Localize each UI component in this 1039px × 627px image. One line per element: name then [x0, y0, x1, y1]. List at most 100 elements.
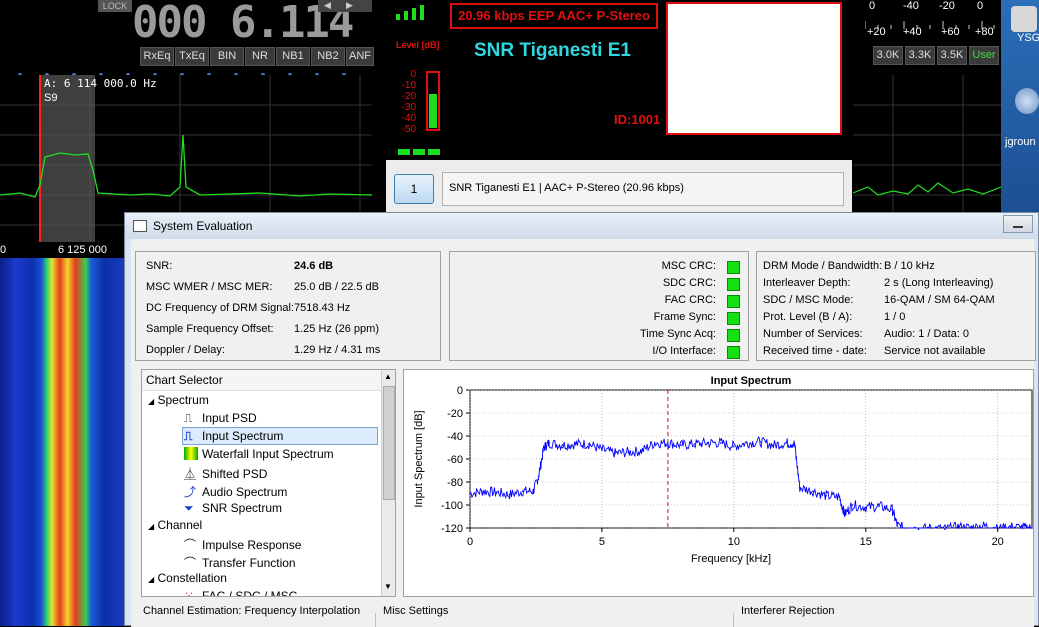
- tree-group-label: Spectrum: [157, 393, 209, 407]
- desktop-shortcut-icon[interactable]: [1011, 6, 1037, 32]
- right-panadapter[interactable]: [852, 75, 1002, 212]
- vfo-frequency-display[interactable]: 000 6.114 .000.: [132, 0, 354, 46]
- tree-item-impulse-response[interactable]: ⌒ Impulse Response: [184, 536, 301, 553]
- tree-item-snr-spectrum[interactable]: ⏷ SNR Spectrum: [184, 501, 282, 516]
- spectrum-data-point: [640, 450, 643, 452]
- tree-item-input-spectrum[interactable]: ⎍ Input Spectrum: [184, 429, 283, 444]
- arrow-left-icon[interactable]: ◀: [324, 0, 331, 10]
- spectrum-scale-dots: [0, 66, 372, 77]
- collapse-arrow-icon[interactable]: ◢: [148, 575, 155, 584]
- filter-user-button[interactable]: User: [969, 46, 999, 65]
- tree-item-fac-sdc-msc[interactable]: ⁙ FAC / SDC / MSC: [184, 589, 297, 597]
- sample-offset-label: Sample Frequency Offset:: [146, 323, 274, 335]
- tree-item-input-psd[interactable]: ⎍ Input PSD: [184, 411, 257, 426]
- level-tick: -40: [401, 113, 416, 124]
- spectrum-data-point: [667, 442, 669, 444]
- tree-item-transfer-function[interactable]: ⌒ Transfer Function: [184, 554, 296, 571]
- scale-label: +20: [867, 26, 886, 38]
- shifted-psd-icon: ⏅: [184, 467, 197, 481]
- x-tick-label: 5: [599, 536, 605, 548]
- filter-3.0k-button[interactable]: 3.0K: [873, 46, 903, 65]
- tree-item-audio-spectrum[interactable]: ⤴ Audio Spectrum: [184, 483, 287, 500]
- waterfall-display[interactable]: [0, 258, 130, 626]
- spectrum-data-point: [601, 449, 603, 451]
- rxeq-button[interactable]: RxEq: [140, 47, 174, 66]
- chart-selector-tree[interactable]: Chart Selector ▲ ▼ ◢ Spectrum ⎍ Input PSD…: [141, 369, 396, 597]
- tree-group-spectrum[interactable]: ◢ Spectrum: [148, 393, 209, 407]
- tree-item-shifted-psd[interactable]: ⏅ Shifted PSD: [184, 465, 267, 482]
- spectrum-data-point: [904, 527, 907, 529]
- waterfall-scale-freq: 6 125 000: [58, 244, 107, 256]
- spectrum-data-point: [930, 527, 933, 529]
- spectrum-icon: ⎍: [184, 429, 193, 443]
- crc-panel: MSC CRC: SDC CRC: FAC CRC: Frame Sync: T…: [449, 251, 749, 361]
- tuning-arrows[interactable]: ◀ ▶: [318, 0, 372, 12]
- spectrum-data-point: [772, 444, 775, 446]
- tree-group-label: Constellation: [157, 571, 227, 585]
- filter-3.5k-button[interactable]: 3.5K: [937, 46, 967, 65]
- collapse-arrow-icon[interactable]: ◢: [148, 397, 155, 406]
- x-tick-label: 10: [728, 536, 740, 548]
- tree-group-channel[interactable]: ◢ Channel: [148, 518, 202, 532]
- station-label: SNR Tiganesti E1: [474, 40, 631, 61]
- tree-item-waterfall[interactable]: Waterfall Input Spectrum: [184, 447, 334, 461]
- y-tick-label: -80: [447, 477, 463, 489]
- spectrum-data-point: [733, 445, 735, 448]
- input-spectrum-chart[interactable]: Input Spectrum 0 -20 -40 -60 -80 -100 -120 0 5 10 1…: [404, 370, 1034, 597]
- desktop-shortcut-icon[interactable]: [1015, 88, 1039, 114]
- minimize-button[interactable]: [1003, 215, 1033, 233]
- spectrum-data-point: [838, 496, 841, 498]
- tree-scrollbar[interactable]: ▲ ▼: [381, 370, 395, 596]
- drm-mode-panel: DRM Mode / Bandwidth: B / 10 kHz Interle…: [756, 251, 1036, 361]
- y-tick-label: -60: [447, 454, 463, 466]
- spectrum-data-point: [680, 444, 682, 446]
- tree-item-label: Transfer Function: [202, 556, 296, 570]
- sample-offset-value: 1.25 Hz (26 ppm): [294, 323, 379, 335]
- y-tick-label: -40: [447, 431, 463, 443]
- spectrum-data-point: [983, 524, 986, 527]
- dc-frequency-label: DC Frequency of DRM Signal:: [146, 302, 294, 314]
- tree-item-label: SNR Spectrum: [202, 501, 283, 515]
- msc-crc-led: [727, 261, 740, 274]
- signal-strength-icon: [396, 4, 436, 20]
- snr-spectrum-icon: ⏷: [184, 501, 194, 515]
- frame-sync-label: Frame Sync:: [653, 311, 716, 323]
- anf-button[interactable]: ANF: [346, 47, 374, 66]
- io-interface-label: I/O Interface:: [652, 345, 716, 357]
- bin-button[interactable]: BIN: [210, 47, 244, 66]
- filter-3.3k-button[interactable]: 3.3K: [905, 46, 935, 65]
- doppler-label: Doppler / Delay:: [146, 344, 225, 356]
- nb1-button[interactable]: NB1: [276, 47, 310, 66]
- spectrum-data-point: [587, 443, 590, 445]
- tree-group-constellation[interactable]: ◢ Constellation: [148, 571, 227, 585]
- spectrum-data-point: [825, 495, 827, 497]
- txeq-button[interactable]: TxEq: [175, 47, 209, 66]
- io-interface-led: [727, 346, 740, 359]
- scroll-up-icon[interactable]: ▲: [384, 372, 392, 381]
- scale-label: +80: [975, 26, 994, 38]
- spectrum-data-point: [957, 526, 959, 528]
- arrow-right-icon[interactable]: ▶: [346, 0, 353, 10]
- tree-item-label: Impulse Response: [202, 538, 302, 552]
- x-tick-label: 15: [860, 536, 872, 548]
- constellation-icon: ⁙: [184, 589, 195, 597]
- scroll-down-icon[interactable]: ▼: [384, 582, 392, 591]
- nb2-button[interactable]: NB2: [311, 47, 345, 66]
- nr-button[interactable]: NR: [245, 47, 275, 66]
- scale-label: 0: [977, 0, 984, 12]
- dialog-titlebar[interactable]: System Evaluation: [125, 213, 1038, 239]
- spectrum-data-point: [469, 492, 471, 495]
- level-tick: 0: [410, 69, 416, 80]
- spectrum-data-point: [537, 475, 540, 478]
- spectrum-data-point: [851, 504, 854, 506]
- transfer-function-icon: ⌒: [184, 556, 197, 570]
- service-1-button[interactable]: 1: [394, 174, 434, 204]
- x-axis-label: Frequency [kHz]: [691, 553, 771, 565]
- tree-item-label: Shifted PSD: [202, 467, 268, 481]
- window-icon: [133, 220, 147, 232]
- lock-indicator[interactable]: LOCK: [98, 0, 132, 12]
- snr-label: SNR:: [146, 260, 173, 272]
- scrollbar-thumb[interactable]: [383, 386, 395, 500]
- chart-panel: Input Spectrum 0 -20 -40 -60 -80 -100 -120 0 5 10 1…: [403, 369, 1034, 597]
- collapse-arrow-icon[interactable]: ◢: [148, 522, 155, 531]
